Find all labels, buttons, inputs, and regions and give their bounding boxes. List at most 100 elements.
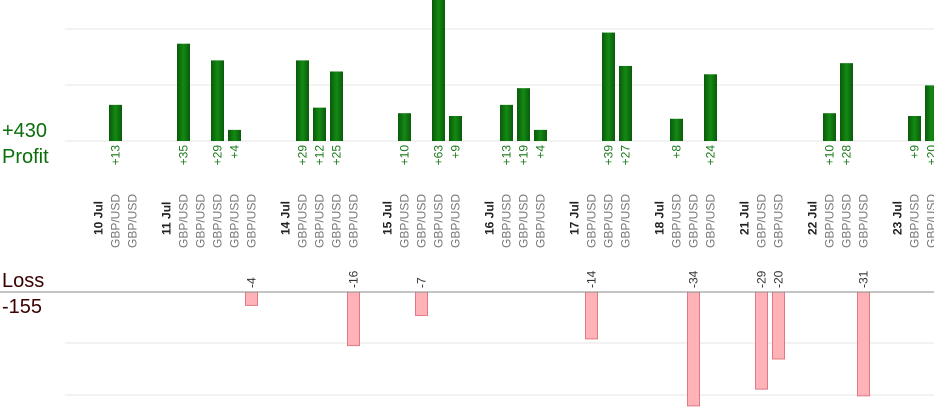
date-label: 16 Jul — [483, 201, 497, 235]
profit-bar — [449, 115, 462, 141]
profit-bar — [177, 43, 190, 142]
loss-bar — [687, 291, 700, 407]
pair-label: GBP/USD — [908, 194, 922, 248]
date-label: 11 Jul — [160, 202, 174, 235]
pair-label: GBP/USD — [823, 194, 837, 248]
profit-bar — [517, 88, 530, 141]
profit-value-label: +27 — [619, 145, 633, 166]
pair-label: GBP/USD — [398, 194, 412, 248]
profit-value-label: +35 — [177, 145, 191, 166]
profit-bar — [296, 60, 309, 141]
pair-label: GBP/USD — [619, 194, 633, 248]
profit-bar — [840, 63, 853, 141]
date-label: 23 Jul — [891, 201, 905, 235]
profit-bar — [500, 104, 513, 141]
date-label: 15 Jul — [381, 201, 395, 235]
loss-bar — [347, 291, 360, 347]
loss-value-label: -20 — [772, 270, 786, 288]
loss-bar — [857, 291, 870, 397]
profit-bar — [908, 115, 921, 141]
pair-label: GBP/USD — [296, 194, 310, 248]
pair-label: GBP/USD — [517, 194, 531, 248]
loss-value-label: -31 — [857, 270, 871, 288]
loss-total: -155 — [2, 296, 42, 318]
loss-value-label: -34 — [687, 270, 701, 288]
profit-value-label: +4 — [228, 145, 242, 159]
pair-label: GBP/USD — [585, 194, 599, 248]
pair-label: GBP/USD — [755, 194, 769, 248]
profit-value-label: +9 — [449, 145, 463, 159]
loss-value-label: -7 — [415, 277, 429, 288]
pair-label: GBP/USD — [602, 194, 616, 248]
pair-label: GBP/USD — [857, 194, 871, 248]
profit-value-label: +10 — [398, 145, 412, 166]
profit-value-label: +24 — [704, 145, 718, 166]
pair-label: GBP/USD — [228, 194, 242, 248]
pair-label: GBP/USD — [330, 194, 344, 248]
date-label: 22 Jul — [806, 201, 820, 235]
pair-label: GBP/USD — [772, 194, 786, 248]
profit-bar — [432, 0, 445, 141]
profit-title: Profit — [2, 146, 49, 168]
loss-bar — [755, 291, 768, 390]
profit-value-label: +29 — [211, 145, 225, 166]
profit-bar — [602, 32, 615, 141]
pair-label: GBP/USD — [109, 194, 123, 248]
profit-bar — [109, 104, 122, 141]
profit-value-label: +28 — [840, 145, 854, 166]
profit-value-label: +12 — [313, 145, 327, 166]
profit-bar — [228, 129, 241, 141]
profit-bar — [313, 107, 326, 141]
profit-value-label: +63 — [432, 145, 446, 166]
profit-bars — [109, 0, 934, 142]
date-label: 10 Jul — [92, 201, 106, 235]
profit-bar — [398, 113, 411, 141]
profit-bar — [534, 129, 547, 141]
profit-bar — [704, 74, 717, 141]
profit-bar — [925, 85, 934, 141]
profit-value-label: +9 — [908, 145, 922, 159]
loss-bars — [245, 291, 870, 407]
profit-total: +430 — [2, 120, 47, 142]
profit-value-label: +25 — [330, 145, 344, 166]
profit-value-label: +4 — [534, 145, 548, 159]
profit-bar — [619, 65, 632, 141]
profit-value-label: +29 — [296, 145, 310, 166]
loss-value-label: -16 — [347, 270, 361, 288]
pair-label: GBP/USD — [432, 194, 446, 248]
loss-value-label: -14 — [585, 270, 599, 288]
pair-label: GBP/USD — [704, 194, 718, 248]
profit-value-label: +10 — [823, 145, 837, 166]
date-label: 17 Jul — [568, 201, 582, 235]
pair-label: GBP/USD — [925, 194, 934, 248]
loss-title: Loss — [2, 270, 44, 292]
profit-bar — [823, 113, 836, 141]
profit-value-label: +13 — [109, 145, 123, 166]
pair-label: GBP/USD — [500, 194, 514, 248]
profit-value-label: +19 — [517, 145, 531, 166]
pair-label: GBP/USD — [687, 194, 701, 248]
pair-label: GBP/USD — [670, 194, 684, 248]
loss-bar — [415, 291, 428, 316]
date-label: 21 Jul — [738, 201, 752, 235]
pair-label: GBP/USD — [177, 194, 191, 248]
pair-label: GBP/USD — [313, 194, 327, 248]
profit-value-label: +13 — [500, 145, 514, 166]
gridlines — [65, 28, 934, 396]
profit-bar — [211, 60, 224, 141]
loss-bar — [245, 291, 258, 306]
pair-label: GBP/USD — [211, 194, 225, 248]
profit-value-label: +8 — [670, 145, 684, 159]
loss-value-label: -29 — [755, 270, 769, 288]
date-label: 18 Jul — [653, 201, 667, 235]
pair-label: GBP/USD — [449, 194, 463, 248]
pair-label: GBP/USD — [126, 194, 140, 248]
profit-bar — [670, 118, 683, 141]
profit-value-label: +39 — [602, 145, 616, 166]
profit-bar — [330, 71, 343, 141]
pair-label: GBP/USD — [245, 194, 259, 248]
pair-label: GBP/USD — [347, 194, 361, 248]
pair-label: GBP/USD — [194, 194, 208, 248]
